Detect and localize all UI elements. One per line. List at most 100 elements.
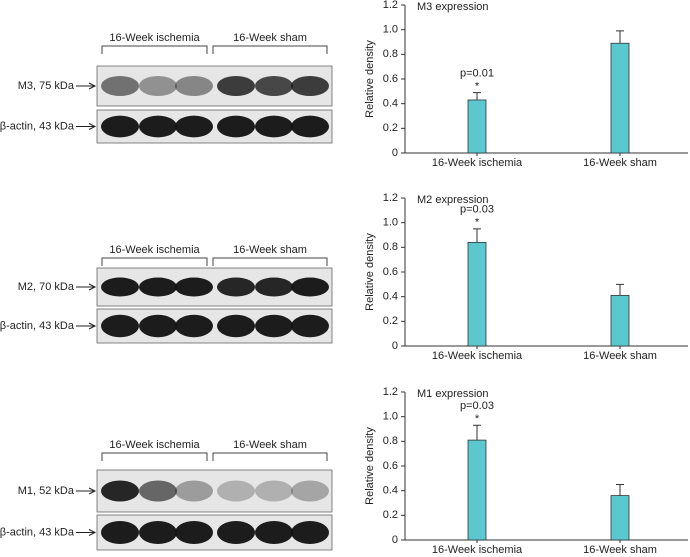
bracket bbox=[101, 257, 208, 266]
annotation-marker: * bbox=[475, 217, 480, 229]
chart-title: M1 expression bbox=[417, 388, 489, 400]
band bbox=[139, 76, 177, 96]
x-tick-label: 16-Week ischemia bbox=[432, 544, 523, 556]
x-tick-label: 16-Week ischemia bbox=[432, 350, 523, 362]
y-tick-label: 1.0 bbox=[383, 411, 398, 423]
band bbox=[101, 520, 139, 545]
band bbox=[291, 314, 329, 338]
y-tick-label: 0.2 bbox=[383, 509, 398, 521]
annotation-marker: * bbox=[475, 80, 480, 92]
group-label: 16-Week ischemia bbox=[109, 244, 200, 256]
y-tick-label: 0.4 bbox=[383, 291, 398, 303]
y-tick-label: 0 bbox=[392, 147, 398, 159]
group-label: 16-Week sham bbox=[233, 439, 307, 451]
row-label: M1, 52 kDa bbox=[18, 485, 75, 497]
band bbox=[255, 277, 293, 297]
arrow bbox=[76, 529, 97, 536]
band bbox=[101, 277, 139, 297]
annotation: p=0.01 bbox=[460, 67, 494, 79]
bar bbox=[467, 439, 487, 541]
row-label: β-actin, 43 kDa bbox=[0, 320, 75, 332]
band bbox=[291, 277, 329, 297]
band bbox=[101, 115, 139, 138]
row-label: β-actin, 43 kDa bbox=[0, 526, 75, 538]
band bbox=[139, 115, 177, 138]
bracket bbox=[101, 45, 208, 54]
row-label: M3, 75 kDa bbox=[18, 80, 75, 92]
band bbox=[291, 480, 329, 502]
band bbox=[101, 480, 139, 502]
chart-title: M2 expression bbox=[417, 194, 489, 206]
bar bbox=[610, 495, 630, 541]
row-label: β-actin, 43 kDa bbox=[0, 120, 75, 132]
band bbox=[255, 314, 293, 338]
bar bbox=[467, 241, 487, 347]
group-label: 16-Week ischemia bbox=[109, 439, 200, 451]
band bbox=[101, 314, 139, 338]
y-axis-label: Relative density bbox=[364, 427, 376, 505]
arrow bbox=[76, 82, 97, 90]
band bbox=[175, 480, 213, 502]
group-label: 16-Week sham bbox=[233, 32, 307, 44]
y-tick-label: 1.0 bbox=[383, 24, 398, 36]
group-label: 16-Week ischemia bbox=[109, 32, 200, 44]
chart-title: M3 expression bbox=[417, 1, 489, 13]
y-tick-label: 0.2 bbox=[383, 122, 398, 134]
band bbox=[175, 520, 213, 545]
band bbox=[255, 520, 293, 545]
annotation-marker: * bbox=[475, 413, 480, 425]
error-bar bbox=[473, 228, 481, 243]
x-tick-label: 16-Week sham bbox=[583, 157, 657, 169]
annotation: p=0.03 bbox=[460, 400, 494, 412]
x-tick-label: 16-Week ischemia bbox=[432, 157, 523, 169]
y-tick-label: 1.2 bbox=[383, 0, 398, 11]
y-tick-label: 0.2 bbox=[383, 315, 398, 327]
y-tick-label: 0 bbox=[392, 534, 398, 546]
band bbox=[291, 115, 329, 138]
x-tick-label: 16-Week sham bbox=[583, 350, 657, 362]
arrow bbox=[76, 322, 97, 330]
y-tick-label: 0.6 bbox=[383, 460, 398, 472]
y-axis-label: Relative density bbox=[364, 233, 376, 311]
group-label: 16-Week sham bbox=[233, 244, 307, 256]
arrow bbox=[76, 283, 97, 291]
band bbox=[175, 115, 213, 138]
error-bar bbox=[616, 30, 624, 44]
error-bar bbox=[616, 484, 624, 496]
y-tick-label: 0.6 bbox=[383, 266, 398, 278]
y-tick-label: 0 bbox=[392, 340, 398, 352]
y-axis-label: Relative density bbox=[364, 40, 376, 118]
band bbox=[255, 76, 293, 96]
band bbox=[291, 520, 329, 545]
arrow bbox=[76, 487, 97, 495]
band bbox=[139, 520, 177, 545]
y-tick-label: 0.4 bbox=[383, 485, 398, 497]
error-bar bbox=[473, 424, 481, 441]
annotation: p=0.03 bbox=[460, 204, 494, 216]
y-tick-label: 1.2 bbox=[383, 192, 398, 204]
bar bbox=[610, 295, 630, 347]
bracket bbox=[212, 257, 328, 266]
error-bar bbox=[616, 283, 624, 296]
band bbox=[175, 314, 213, 338]
band bbox=[217, 314, 255, 338]
y-tick-label: 0.8 bbox=[383, 435, 398, 447]
band bbox=[175, 277, 213, 297]
band bbox=[217, 76, 255, 96]
y-tick-label: 0.8 bbox=[383, 48, 398, 60]
band bbox=[139, 480, 177, 502]
bar bbox=[610, 42, 630, 154]
y-tick-label: 0.4 bbox=[383, 98, 398, 110]
row-label: M2, 70 kDa bbox=[18, 281, 75, 293]
band bbox=[255, 480, 293, 502]
x-tick-label: 16-Week sham bbox=[583, 544, 657, 556]
band bbox=[175, 76, 213, 96]
y-tick-label: 0.6 bbox=[383, 73, 398, 85]
band bbox=[217, 277, 255, 297]
y-tick-label: 1.2 bbox=[383, 386, 398, 398]
band bbox=[291, 76, 329, 96]
band bbox=[217, 480, 255, 502]
band bbox=[101, 76, 139, 96]
y-tick-label: 0.8 bbox=[383, 241, 398, 253]
